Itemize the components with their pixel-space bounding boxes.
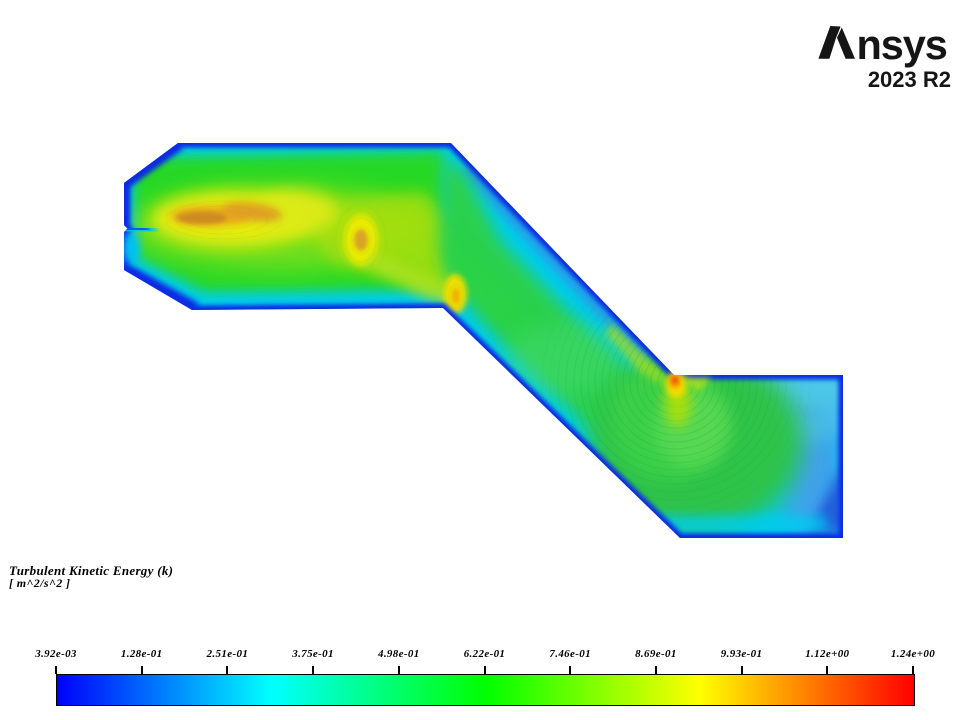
svg-text:2023 R2: 2023 R2 — [868, 67, 951, 92]
svg-text:nsys: nsys — [857, 21, 947, 68]
